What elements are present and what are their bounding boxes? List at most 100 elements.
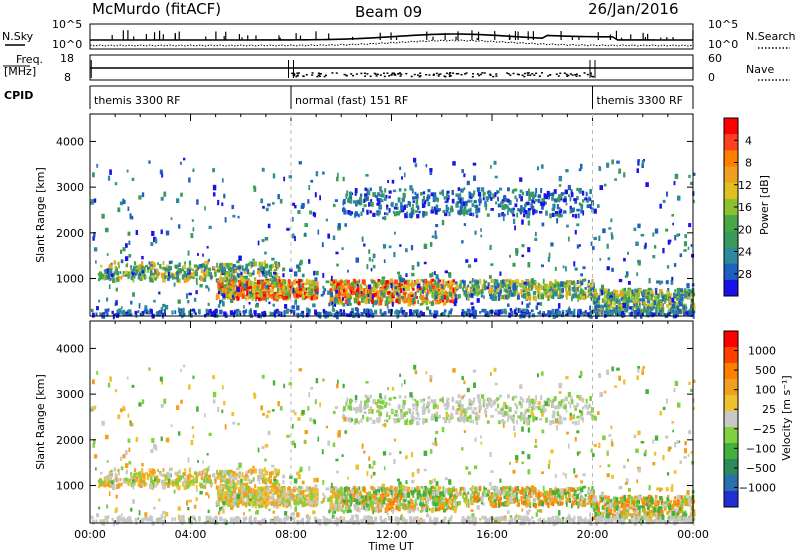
nave-point: [507, 73, 510, 75]
power-echo: [409, 311, 411, 316]
power-echo: [168, 260, 172, 265]
power-echo: [364, 193, 368, 198]
velocity-echo: [261, 491, 264, 497]
power-echo: [567, 284, 571, 291]
power-echo: [473, 190, 476, 195]
power-echo: [439, 294, 442, 297]
velocity-echo: [304, 502, 308, 506]
power-echo: [289, 268, 293, 272]
power-echo: [620, 304, 623, 308]
power-echo: [170, 217, 173, 221]
power-echo: [259, 287, 263, 292]
power-echo: [284, 304, 288, 309]
power-echo: [132, 277, 135, 283]
power-echo: [275, 294, 278, 299]
power-echo: [274, 263, 278, 268]
power-echo: [478, 202, 481, 207]
power-echo: [480, 294, 483, 298]
power-echo: [485, 207, 488, 211]
power-echo: [148, 160, 151, 164]
power-echo: [507, 286, 512, 291]
power-echo: [402, 192, 406, 199]
velocity-echo: [291, 494, 294, 499]
power-echo: [312, 281, 316, 286]
power-echo: [171, 310, 174, 315]
power-echo: [673, 310, 677, 314]
velocity-echo: [265, 497, 268, 503]
power-echo: [532, 284, 536, 288]
velocity-echo: [247, 499, 250, 504]
velocity-echo: [271, 492, 274, 497]
power-echo: [127, 275, 130, 280]
power-echo: [272, 303, 275, 307]
power-echo: [504, 295, 508, 299]
velocity-echo: [289, 491, 292, 495]
power-echo: [391, 293, 395, 299]
velocity-echo: [292, 489, 296, 493]
power-echo: [458, 209, 463, 215]
power-echo: [527, 247, 531, 253]
power-echo: [674, 173, 679, 180]
power-echo: [117, 207, 121, 213]
velocity-echo: [263, 486, 266, 490]
power-echo: [497, 292, 502, 298]
nave-label: Nave: [746, 63, 774, 76]
velocity-echo: [233, 474, 237, 478]
power-echo: [164, 305, 169, 310]
power-echo: [378, 198, 382, 201]
power-echo: [637, 161, 640, 166]
power-echo: [212, 192, 216, 197]
power-echo: [505, 283, 509, 289]
velocity-echo: [384, 496, 387, 501]
power-echo: [219, 287, 222, 293]
power-echo: [339, 299, 343, 303]
power-echo: [241, 265, 244, 271]
power-echo: [482, 194, 485, 199]
power-echo: [576, 208, 580, 212]
velocity-echo: [296, 493, 300, 498]
power-echo: [530, 191, 535, 197]
power-colorbar-label: Power [dB]: [758, 175, 771, 235]
power-echo: [576, 244, 580, 249]
power-echo: [430, 301, 435, 306]
power-echo: [465, 286, 468, 292]
power-echo: [610, 218, 613, 223]
power-echo: [216, 292, 220, 298]
nave-point: [352, 74, 355, 77]
power-echo: [410, 312, 413, 316]
power-echo: [260, 296, 263, 301]
power-echo: [457, 210, 460, 215]
power-echo: [500, 310, 504, 315]
power-echo: [142, 266, 146, 272]
power-echo: [637, 223, 641, 229]
power-echo: [286, 294, 291, 297]
power-echo: [299, 259, 303, 265]
power-echo: [162, 312, 165, 317]
y-tick-label: 1000: [56, 273, 84, 286]
velocity-echo: [220, 485, 224, 489]
power-echo: [523, 207, 526, 213]
velocity-echo: [431, 495, 435, 501]
power-echo: [165, 274, 169, 278]
power-echo: [593, 208, 597, 214]
nave-point: [591, 75, 594, 78]
power-echo: [653, 245, 657, 249]
power-echo: [463, 223, 467, 226]
power-echo: [611, 291, 614, 296]
velocity-echo: [237, 472, 242, 477]
nave-point: [439, 73, 442, 75]
velocity-echo: [299, 498, 302, 502]
colorbar-tick-label: 4: [745, 134, 752, 147]
power-echo: [332, 235, 336, 241]
power-echo: [622, 302, 627, 308]
power-echo: [144, 305, 148, 311]
power-echo: [691, 310, 693, 315]
power-echo: [614, 178, 617, 181]
power-echo: [210, 308, 212, 313]
power-echo: [666, 291, 670, 295]
power-echo: [502, 216, 505, 221]
power-echo: [371, 312, 375, 318]
power-echo: [484, 285, 487, 291]
power-echo: [122, 310, 125, 316]
